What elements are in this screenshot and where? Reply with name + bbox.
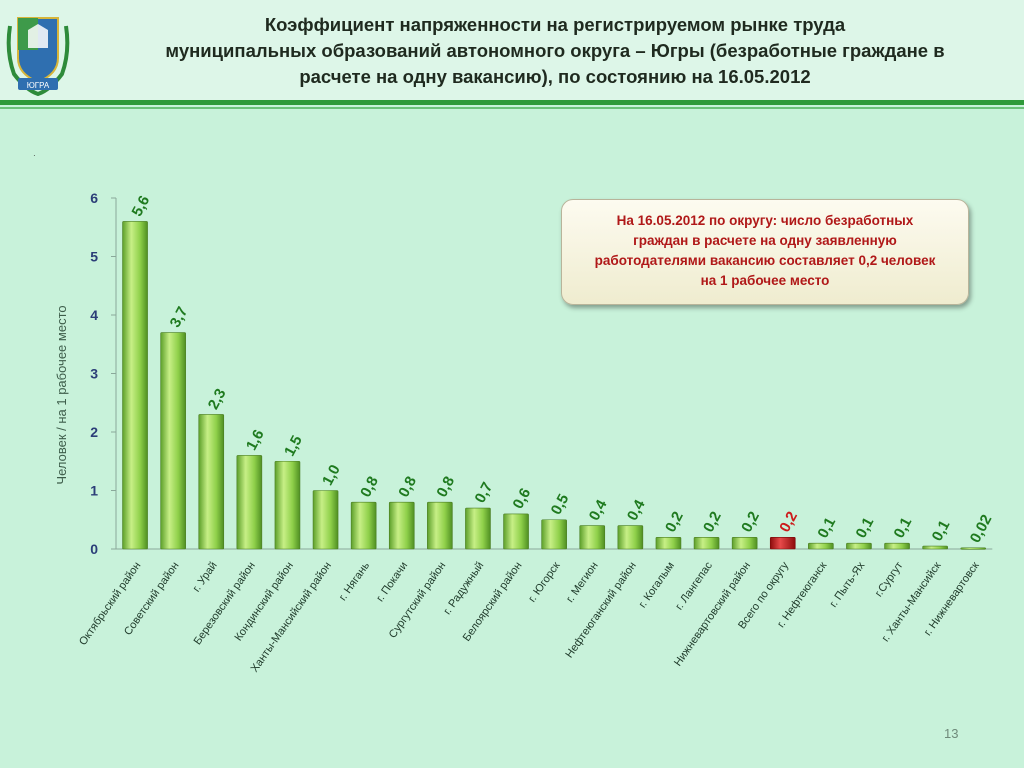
data-label: 1,6: [243, 427, 268, 453]
bar: [731, 536, 758, 550]
x-tick-label: Нижневартовский район: [672, 560, 753, 669]
summary-callout: На 16.05.2012 по округу: число безработн…: [561, 199, 969, 305]
data-label: 0,02: [967, 512, 996, 546]
x-tick-label: г. Пыть-Ях: [827, 559, 867, 609]
x-tick-label: г. Нягань: [337, 560, 372, 603]
page-title: Коэффициент напряженности на регистрируе…: [90, 12, 1020, 90]
y-tick-label: 0: [90, 541, 98, 557]
x-tick-label: Нефтеюганский район: [563, 560, 638, 661]
bar: [808, 542, 834, 550]
data-label: 0,2: [662, 509, 687, 535]
data-label: 0,7: [471, 480, 496, 506]
bar: [388, 501, 415, 550]
y-axis-title: Человек / на 1 рабочее место: [54, 305, 69, 484]
x-tick-label: г. Когалым: [637, 560, 677, 610]
data-label: 3,7: [167, 304, 192, 330]
data-label: 0,4: [624, 497, 649, 524]
data-label: 0,1: [814, 515, 839, 541]
bar: [960, 547, 987, 550]
data-label: 5,6: [129, 193, 154, 219]
title-line: муниципальных образований автономного ок…: [165, 40, 945, 61]
svg-text:ЮГРА: ЮГРА: [27, 81, 50, 90]
decorative-dot: ·: [33, 151, 36, 160]
bar: [350, 501, 377, 550]
y-tick-label: 1: [90, 483, 98, 499]
y-tick-label: 6: [90, 190, 98, 206]
data-label: 0,5: [548, 491, 573, 517]
y-tick-label: 2: [90, 424, 98, 440]
bar: [884, 542, 910, 550]
data-label: 0,2: [700, 509, 725, 535]
bar: [160, 332, 186, 550]
bar: [274, 460, 301, 550]
data-label: 0,1: [891, 515, 916, 541]
x-tick-label: г.Сургут: [873, 560, 906, 599]
x-tick-label: г. Урай: [191, 560, 220, 594]
bar: [922, 545, 948, 550]
bar: [579, 525, 606, 550]
x-tick-label: Ханты-Мансийский район: [249, 560, 334, 675]
bar: [236, 455, 263, 550]
bar: [541, 519, 567, 550]
data-label: 1,5: [281, 433, 306, 459]
x-tick-label: г. Мегион: [564, 560, 601, 605]
bar: [846, 542, 872, 550]
data-label: 0,8: [357, 474, 382, 500]
y-tick-label: 5: [90, 249, 98, 265]
data-label: 1,0: [319, 462, 344, 488]
bar: [465, 507, 491, 550]
data-label: 0,2: [776, 509, 801, 535]
bar: [122, 221, 148, 550]
y-tick-label: 4: [90, 307, 98, 323]
bar: [312, 490, 339, 550]
title-line: Коэффициент напряженности на регистрируе…: [264, 14, 846, 35]
data-label: 0,6: [510, 485, 535, 511]
header: ЮГРА Коэффициент напряженности на регист…: [0, 0, 1024, 100]
bar: [503, 513, 529, 550]
callout-line: работодателями вакансию составляет 0,2 ч…: [594, 253, 936, 268]
callout-line: на 1 рабочее место: [700, 273, 830, 288]
bar: [427, 501, 453, 550]
data-label: 0,8: [433, 474, 458, 500]
y-tick-label: 3: [90, 366, 98, 382]
callout-line: граждан в расчете на одну заявленную: [633, 233, 897, 248]
bar: [617, 525, 644, 550]
data-label: 0,1: [852, 515, 877, 541]
page-number: 13: [944, 726, 959, 741]
bar: [693, 536, 720, 550]
bar: [769, 536, 796, 550]
data-label: 2,3: [205, 386, 230, 412]
header-divider: [0, 100, 1024, 105]
data-label: 0,1: [929, 518, 954, 544]
x-tick-label: г. Лангепас: [673, 559, 715, 612]
data-label: 0,2: [738, 509, 763, 535]
header-divider-thin: [0, 107, 1024, 109]
bar: [198, 414, 225, 550]
coat-of-arms-icon: ЮГРА: [6, 17, 70, 96]
data-label: 0,8: [395, 474, 420, 500]
x-tick-label: г. Югорск: [526, 560, 562, 605]
bar: [655, 536, 682, 550]
x-tick-label: г. Покачи: [374, 560, 410, 604]
data-label: 0,4: [586, 497, 611, 524]
title-line: расчете на одну вакансию), по состоянию …: [299, 66, 811, 87]
callout-line: На 16.05.2012 по округу: число безработн…: [616, 213, 914, 228]
